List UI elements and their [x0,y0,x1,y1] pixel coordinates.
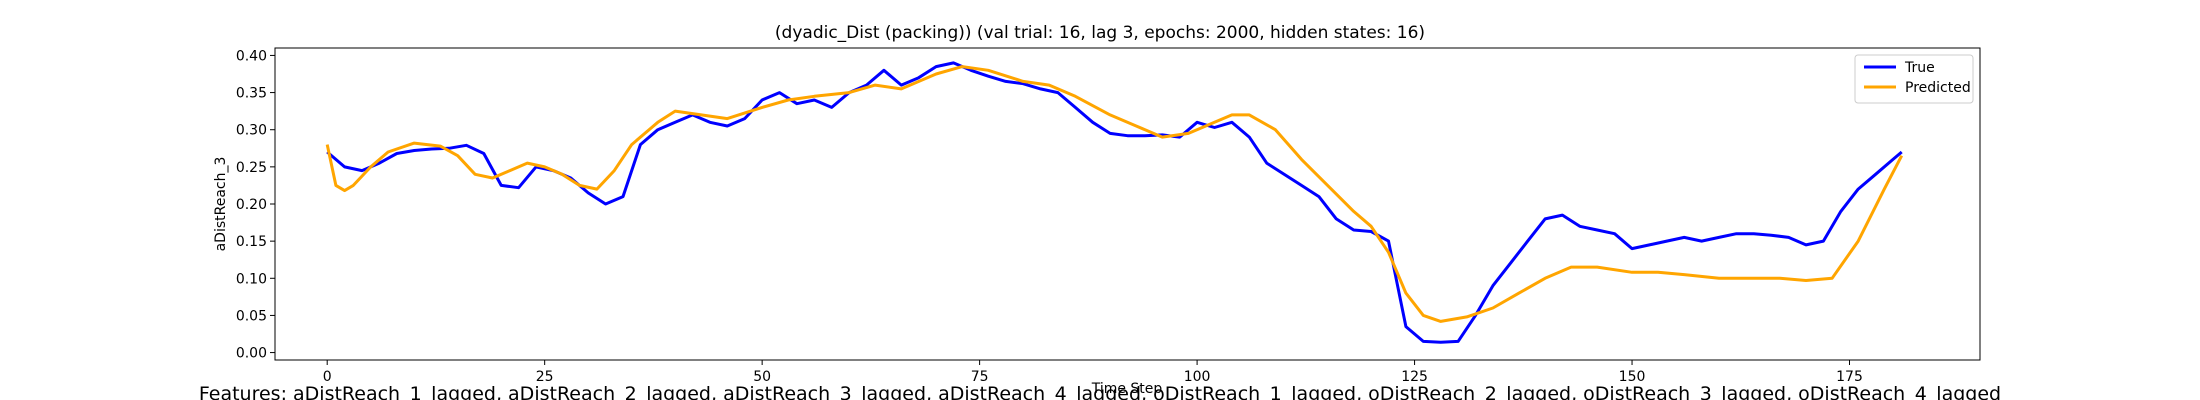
chart-title: (dyadic_Dist (packing)) (val trial: 16, … [775,23,1425,43]
y-tick-label: 0.15 [236,234,267,250]
legend: True Predicted [1854,54,1974,104]
plot-area-frame [274,47,1981,361]
x-tick-label: 75 [971,369,989,385]
y-tick-label: 0.30 [236,123,267,139]
x-axis: 0 25 50 75 100 125 150 175 [323,360,1863,385]
x-tick-label: 125 [1401,369,1428,385]
y-tick-label: 0.10 [236,271,267,287]
features-caption: Features: aDistReach_1_lagged, aDistReac… [199,383,2001,400]
y-axis-label: aDistReach_3 [213,157,229,252]
y-tick-label: 0.00 [236,346,267,362]
y-tick-label: 0.25 [236,160,267,176]
series-line-true [326,61,1903,344]
x-tick-label: 150 [1619,369,1646,385]
x-tick-label: 50 [753,369,771,385]
x-tick-label: 100 [1184,369,1211,385]
x-tick-label: 0 [323,369,332,385]
legend-predicted-label: Predicted [1905,80,1971,96]
y-tick-label: 0.40 [236,48,267,64]
y-tick-label: 0.20 [236,197,267,213]
x-tick-label: 25 [536,369,554,385]
x-tick-label: 175 [1836,369,1863,385]
y-tick-label: 0.05 [236,308,267,324]
y-tick-label: 0.35 [236,86,267,102]
series-line-predicted [325,65,1904,323]
series-layer [325,61,1904,344]
x-axis-label: Time Step [1091,381,1163,397]
legend-true-label: True [1904,60,1935,76]
y-axis: 0.00 0.05 0.10 0.15 0.20 0.25 0.30 0.35 0.40 [236,48,275,362]
